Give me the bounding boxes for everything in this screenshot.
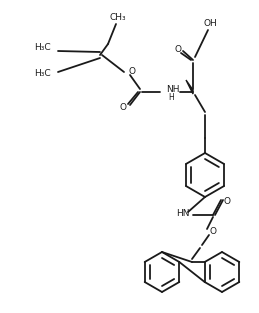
- Text: O: O: [119, 104, 126, 112]
- Text: O: O: [128, 68, 135, 76]
- Text: OH: OH: [203, 19, 217, 28]
- Text: H₃C: H₃C: [34, 69, 50, 79]
- Text: H: H: [168, 93, 174, 101]
- Text: O: O: [210, 228, 217, 237]
- Text: H₃C: H₃C: [34, 44, 50, 53]
- Text: O: O: [175, 45, 182, 54]
- Polygon shape: [186, 80, 193, 94]
- Text: CH₃: CH₃: [110, 13, 126, 23]
- Text: HN: HN: [176, 209, 190, 218]
- Text: O: O: [224, 198, 231, 207]
- Text: NH: NH: [166, 85, 180, 95]
